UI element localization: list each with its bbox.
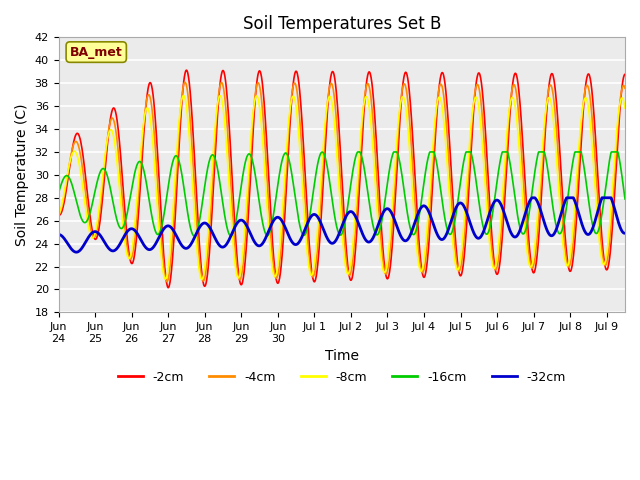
-16cm	[190, 233, 198, 239]
-4cm	[378, 246, 385, 252]
-16cm	[621, 196, 629, 202]
-4cm	[181, 79, 189, 85]
-2cm	[182, 67, 190, 73]
-2cm	[307, 265, 315, 271]
-32cm	[378, 214, 385, 219]
X-axis label: Time: Time	[324, 349, 359, 363]
-8cm	[99, 176, 106, 182]
Text: BA_met: BA_met	[70, 46, 123, 59]
-2cm	[296, 87, 303, 93]
Title: Soil Temperatures Set B: Soil Temperatures Set B	[243, 15, 441, 33]
-16cm	[122, 218, 129, 224]
-2cm	[621, 72, 629, 77]
-8cm	[54, 213, 62, 218]
-32cm	[307, 214, 315, 219]
Legend: -2cm, -4cm, -8cm, -16cm, -32cm: -2cm, -4cm, -8cm, -16cm, -32cm	[113, 366, 571, 389]
-16cm	[99, 166, 106, 172]
-8cm	[296, 143, 303, 149]
-16cm	[354, 149, 362, 155]
-2cm	[99, 197, 106, 203]
-16cm	[307, 205, 315, 211]
-2cm	[378, 228, 385, 234]
-4cm	[122, 230, 129, 236]
-32cm	[99, 236, 107, 242]
-4cm	[307, 271, 315, 276]
-8cm	[307, 272, 315, 278]
-32cm	[54, 231, 62, 237]
-4cm	[621, 85, 629, 91]
-2cm	[164, 285, 172, 290]
-2cm	[122, 215, 129, 221]
-8cm	[180, 93, 188, 98]
-4cm	[296, 114, 303, 120]
-4cm	[163, 279, 171, 285]
-32cm	[529, 195, 536, 201]
-32cm	[317, 221, 325, 227]
-8cm	[122, 243, 129, 249]
-16cm	[378, 219, 385, 225]
-16cm	[317, 150, 325, 156]
-2cm	[317, 208, 325, 214]
-2cm	[54, 212, 62, 218]
Line: -4cm: -4cm	[58, 82, 625, 282]
Line: -16cm: -16cm	[58, 152, 625, 236]
-8cm	[378, 259, 385, 265]
-32cm	[621, 230, 629, 236]
-4cm	[99, 184, 106, 190]
-4cm	[54, 212, 62, 217]
-32cm	[72, 249, 80, 255]
Line: -2cm: -2cm	[58, 70, 625, 288]
Y-axis label: Soil Temperature (C): Soil Temperature (C)	[15, 104, 29, 246]
-8cm	[621, 105, 629, 111]
-16cm	[296, 220, 303, 226]
-16cm	[54, 190, 62, 196]
-4cm	[317, 185, 325, 191]
Line: -32cm: -32cm	[58, 198, 625, 252]
Line: -8cm: -8cm	[58, 96, 625, 279]
-8cm	[198, 276, 205, 282]
-32cm	[296, 239, 303, 245]
-32cm	[122, 231, 130, 237]
-8cm	[317, 168, 325, 174]
